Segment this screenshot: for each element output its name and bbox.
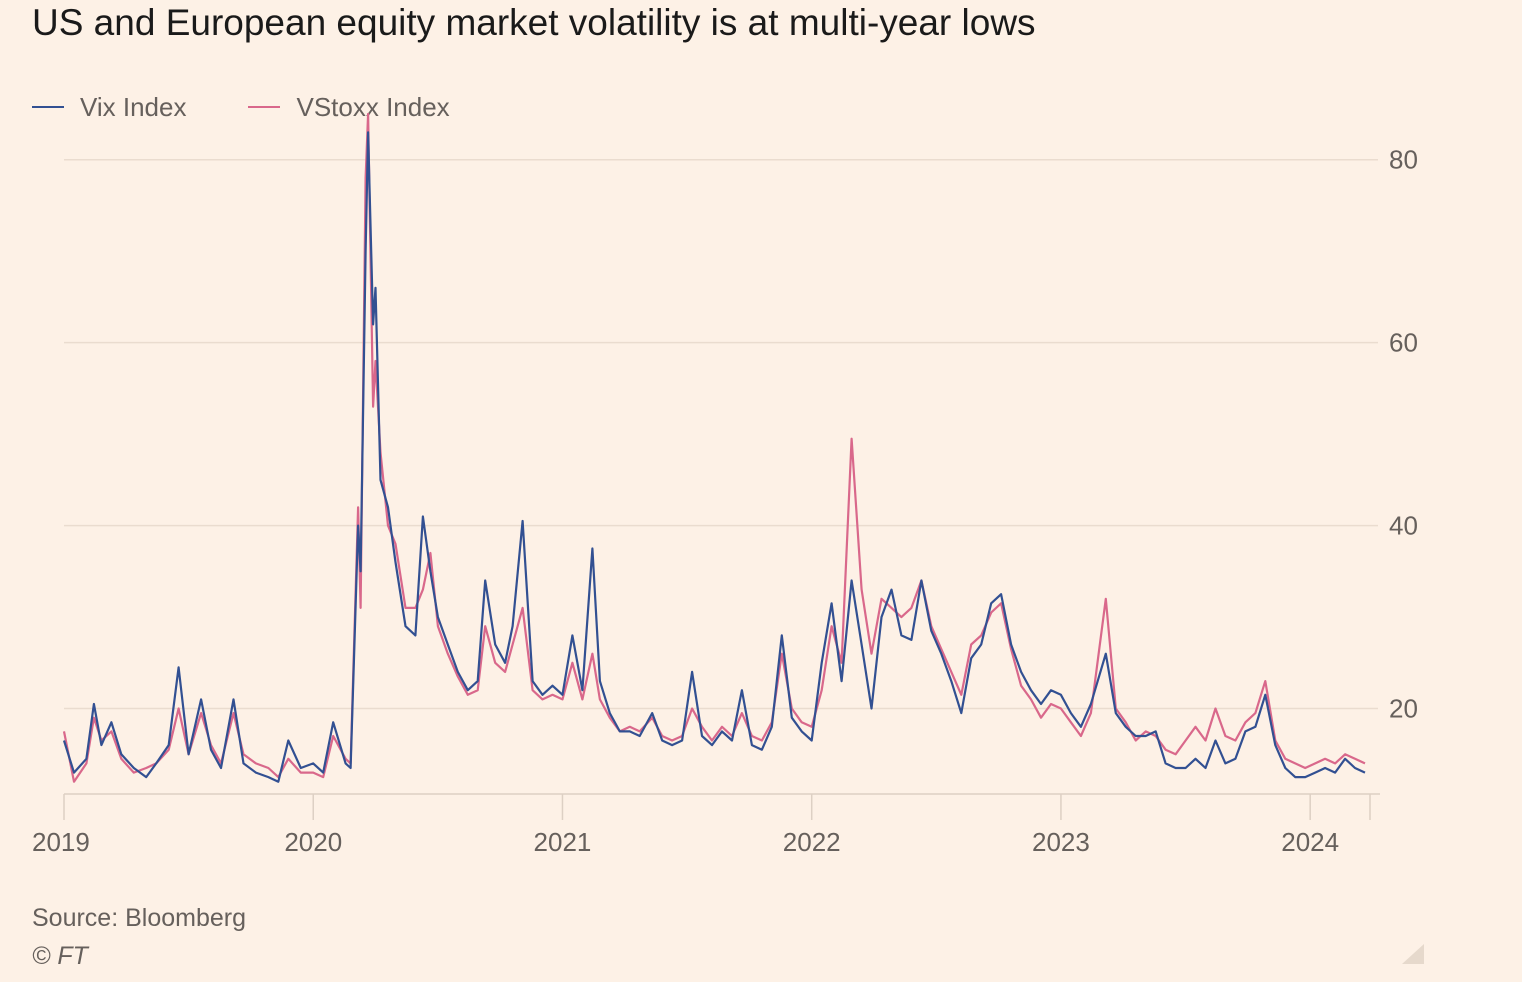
x-tick-label-2022: 2022	[783, 827, 841, 857]
source-note: Source: Bloomberg	[32, 904, 247, 932]
y-tick-label-60: 60	[1389, 328, 1418, 358]
chart-title: US and European equity market volatility…	[32, 2, 1036, 43]
x-tick-label-2020: 2020	[284, 827, 342, 857]
volatility-line-chart: 20 40 60 80 2019 2020 2021 2022 2023 2024	[32, 112, 1418, 857]
gridlines	[64, 158, 1378, 710]
legend-swatch-vstoxx	[248, 106, 281, 108]
legend: Vix Index VStoxx Index	[32, 90, 512, 124]
ft-credit: © FT	[32, 942, 88, 970]
y-tick-label-40: 40	[1389, 511, 1418, 541]
x-tick-label-2019: 2019	[32, 827, 90, 857]
x-tick-label-2024: 2024	[1281, 827, 1339, 857]
y-axis-tick-labels: 20 40 60 80	[1389, 145, 1418, 724]
legend-item-vstoxx: VStoxx Index	[248, 91, 450, 123]
x-tick-label-2021: 2021	[534, 827, 592, 857]
series-line-vstoxx	[62, 112, 1366, 783]
legend-swatch-vix	[32, 106, 64, 108]
series-lines	[62, 112, 1366, 783]
series-line-vix	[62, 131, 1366, 783]
legend-label-vix: Vix Index	[80, 91, 187, 122]
resize-corner-icon	[1402, 944, 1424, 964]
x-axis-tick-labels: 2019 2020 2021 2022 2023 2024	[32, 827, 1339, 857]
legend-item-vix: Vix Index	[32, 92, 186, 123]
y-tick-label-20: 20	[1389, 694, 1418, 724]
x-tick-label-2023: 2023	[1032, 827, 1090, 857]
y-tick-label-80: 80	[1389, 145, 1418, 175]
x-axis	[63, 793, 1380, 820]
legend-label-vstoxx: VStoxx Index	[296, 91, 450, 122]
